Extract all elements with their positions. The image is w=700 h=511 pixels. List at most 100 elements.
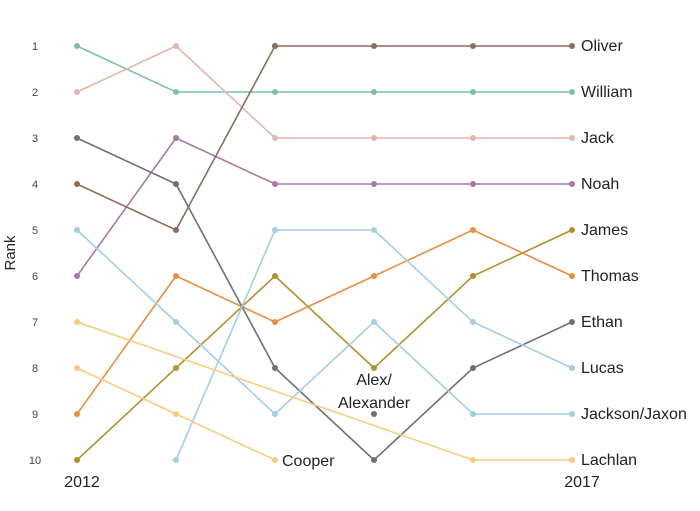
data-point-ethan (74, 135, 80, 141)
data-point-james (173, 365, 179, 371)
x-tick-label: 2012 (64, 474, 100, 491)
data-point-noah (272, 181, 278, 187)
data-point-william (74, 43, 80, 49)
y-tick-label: 1 (32, 41, 38, 53)
series-label-ethan: Ethan (581, 314, 623, 331)
data-point-thomas (470, 227, 476, 233)
series-line-ethan (76, 137, 573, 462)
data-point-james (470, 273, 476, 279)
data-point-ethan (470, 365, 476, 371)
data-point-unlabeled (272, 43, 278, 49)
data-point-william (569, 89, 575, 95)
data-point-jack (272, 135, 278, 141)
series-line-thomas (76, 229, 573, 415)
x-tick-label: 2017 (564, 474, 600, 491)
data-point-ethan (272, 365, 278, 371)
data-point-ethan (173, 181, 179, 187)
data-point-oliver (569, 43, 575, 49)
data-point-lucas (470, 319, 476, 325)
data-point-thomas (173, 273, 179, 279)
data-point-ethan (371, 457, 377, 463)
data-point-jack (470, 135, 476, 141)
data-point-cooper (173, 411, 179, 417)
series-line-james (76, 229, 573, 461)
series-points (74, 43, 575, 463)
data-point-noah (371, 181, 377, 187)
data-point-james (569, 227, 575, 233)
y-tick-label: 7 (32, 317, 38, 329)
data-point-jackson-jaxon (173, 319, 179, 325)
series-label-lucas: Lucas (581, 360, 624, 377)
data-point-thomas (74, 411, 80, 417)
data-point-noah (74, 273, 80, 279)
y-tick-label: 10 (29, 455, 41, 467)
series-lines (76, 45, 573, 462)
data-point-jack (173, 43, 179, 49)
data-point-william (173, 89, 179, 95)
series-line-noah (76, 136, 572, 277)
y-tick-label: 5 (32, 225, 38, 237)
data-point-lachlan (569, 457, 575, 463)
series-label-jack: Jack (581, 130, 615, 147)
chart-annotations: Cooper Alex/Alexander (282, 372, 411, 470)
data-point-william (272, 89, 278, 95)
data-point-oliver (371, 43, 377, 49)
data-point-jackson-jaxon (371, 319, 377, 325)
data-point-james (371, 365, 377, 371)
series-label-thomas: Thomas (581, 268, 639, 285)
data-point-noah (569, 181, 575, 187)
series-label-lachlan: Lachlan (581, 452, 637, 469)
data-point-jackson-jaxon (272, 411, 278, 417)
annotation-alexander: Alexander (338, 395, 411, 412)
data-point-noah (173, 135, 179, 141)
series-end-labels: Oliver William Jack Noah James Thomas Ethan Luc… (581, 38, 687, 469)
y-tick-label: 4 (32, 179, 38, 191)
data-point-jackson-jaxon (74, 227, 80, 233)
series-label-william: William (581, 84, 633, 101)
data-point-jackson-jaxon (569, 411, 575, 417)
data-point-jackson-jaxon (470, 411, 476, 417)
y-tick-label: 8 (32, 363, 38, 375)
data-point-james (272, 273, 278, 279)
data-point-thomas (272, 319, 278, 325)
data-point-jack (569, 135, 575, 141)
y-tick-label: 6 (32, 271, 38, 283)
series-label-oliver: Oliver (581, 38, 623, 55)
series-line-jack (76, 45, 572, 139)
y-axis-label: Rank (2, 235, 19, 271)
x-tick-labels: 2012 2017 (64, 474, 600, 491)
y-tick-label: 9 (32, 409, 38, 421)
data-point-thomas (371, 273, 377, 279)
series-line-william (76, 45, 572, 93)
data-point-ethan (569, 319, 575, 325)
data-point-william (371, 89, 377, 95)
y-tick-label: 2 (32, 87, 38, 99)
data-point-unlabeled (74, 181, 80, 187)
data-point-lucas (371, 227, 377, 233)
data-point-cooper (74, 365, 80, 371)
data-point-william (470, 89, 476, 95)
data-point-lucas (272, 227, 278, 233)
series-line-jackson-jaxon (76, 229, 572, 416)
data-point-unlabeled (173, 227, 179, 233)
data-point-lucas (569, 365, 575, 371)
data-point-lachlan (470, 457, 476, 463)
series-label-noah: Noah (581, 176, 619, 193)
data-point-james (74, 457, 80, 463)
data-point-thomas (569, 273, 575, 279)
data-point-alex-alexander (371, 411, 377, 417)
data-point-lucas (173, 457, 179, 463)
annotation-cooper: Cooper (282, 453, 335, 470)
data-point-noah (470, 181, 476, 187)
data-point-cooper (272, 457, 278, 463)
y-tick-label: 3 (32, 133, 38, 145)
data-point-jack (74, 89, 80, 95)
y-tick-labels: 1 2 3 4 5 6 7 8 9 10 (29, 41, 41, 467)
annotation-alex: Alex/ (356, 372, 392, 389)
series-label-jackson-jaxon: Jackson/Jaxon (581, 406, 687, 423)
data-point-jack (371, 135, 377, 141)
data-point-oliver (470, 43, 476, 49)
series-label-james: James (581, 222, 628, 239)
data-point-lachlan (74, 319, 80, 325)
